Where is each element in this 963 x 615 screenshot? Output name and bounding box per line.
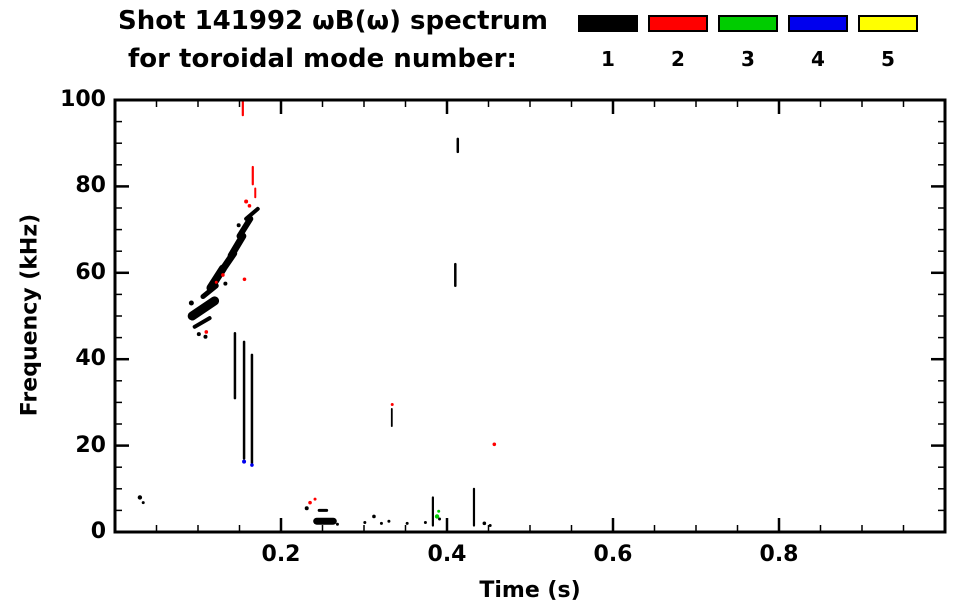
legend-label-mode-3: 3 <box>741 47 755 71</box>
x-tick-label-0.6: 0.6 <box>593 542 633 567</box>
x-tick-label-0.2: 0.2 <box>261 542 301 567</box>
series-n3 <box>434 509 441 519</box>
legend-swatch-mode-1 <box>578 15 638 32</box>
y-tick-label-40: 40 <box>75 346 106 372</box>
legend-label-mode-2: 2 <box>671 47 685 71</box>
legend-label-mode-5: 5 <box>881 47 895 71</box>
y-tick-label-80: 80 <box>75 173 106 199</box>
plot-title: Shot 141992 ωB(ω) spectrum <box>118 6 548 36</box>
legend-label-mode-1: 1 <box>601 47 615 71</box>
legend-label-mode-4: 4 <box>811 47 825 71</box>
y-tick-label-20: 20 <box>75 432 106 458</box>
data-marks <box>137 100 497 528</box>
legend-swatch-mode-4 <box>788 15 848 32</box>
legend-swatch-mode-2 <box>648 15 708 32</box>
y-tick-label-100: 100 <box>60 87 106 112</box>
plot-frame <box>113 98 947 534</box>
y-tick-label-0: 0 <box>90 519 106 544</box>
axis-ticks <box>115 100 945 532</box>
x-tick-label-0.4: 0.4 <box>427 542 467 567</box>
series-n1 <box>137 137 492 528</box>
series-n4 <box>242 459 254 467</box>
series-n2 <box>204 100 497 505</box>
y-tick-label-60: 60 <box>75 259 106 285</box>
x-axis-label: Time (s) <box>479 578 581 603</box>
plot-subtitle: for toroidal mode number: <box>128 44 517 74</box>
x-tick-label-0.8: 0.8 <box>759 542 799 567</box>
legend-swatch-mode-3 <box>718 15 778 32</box>
legend-swatch-mode-5 <box>858 15 918 32</box>
